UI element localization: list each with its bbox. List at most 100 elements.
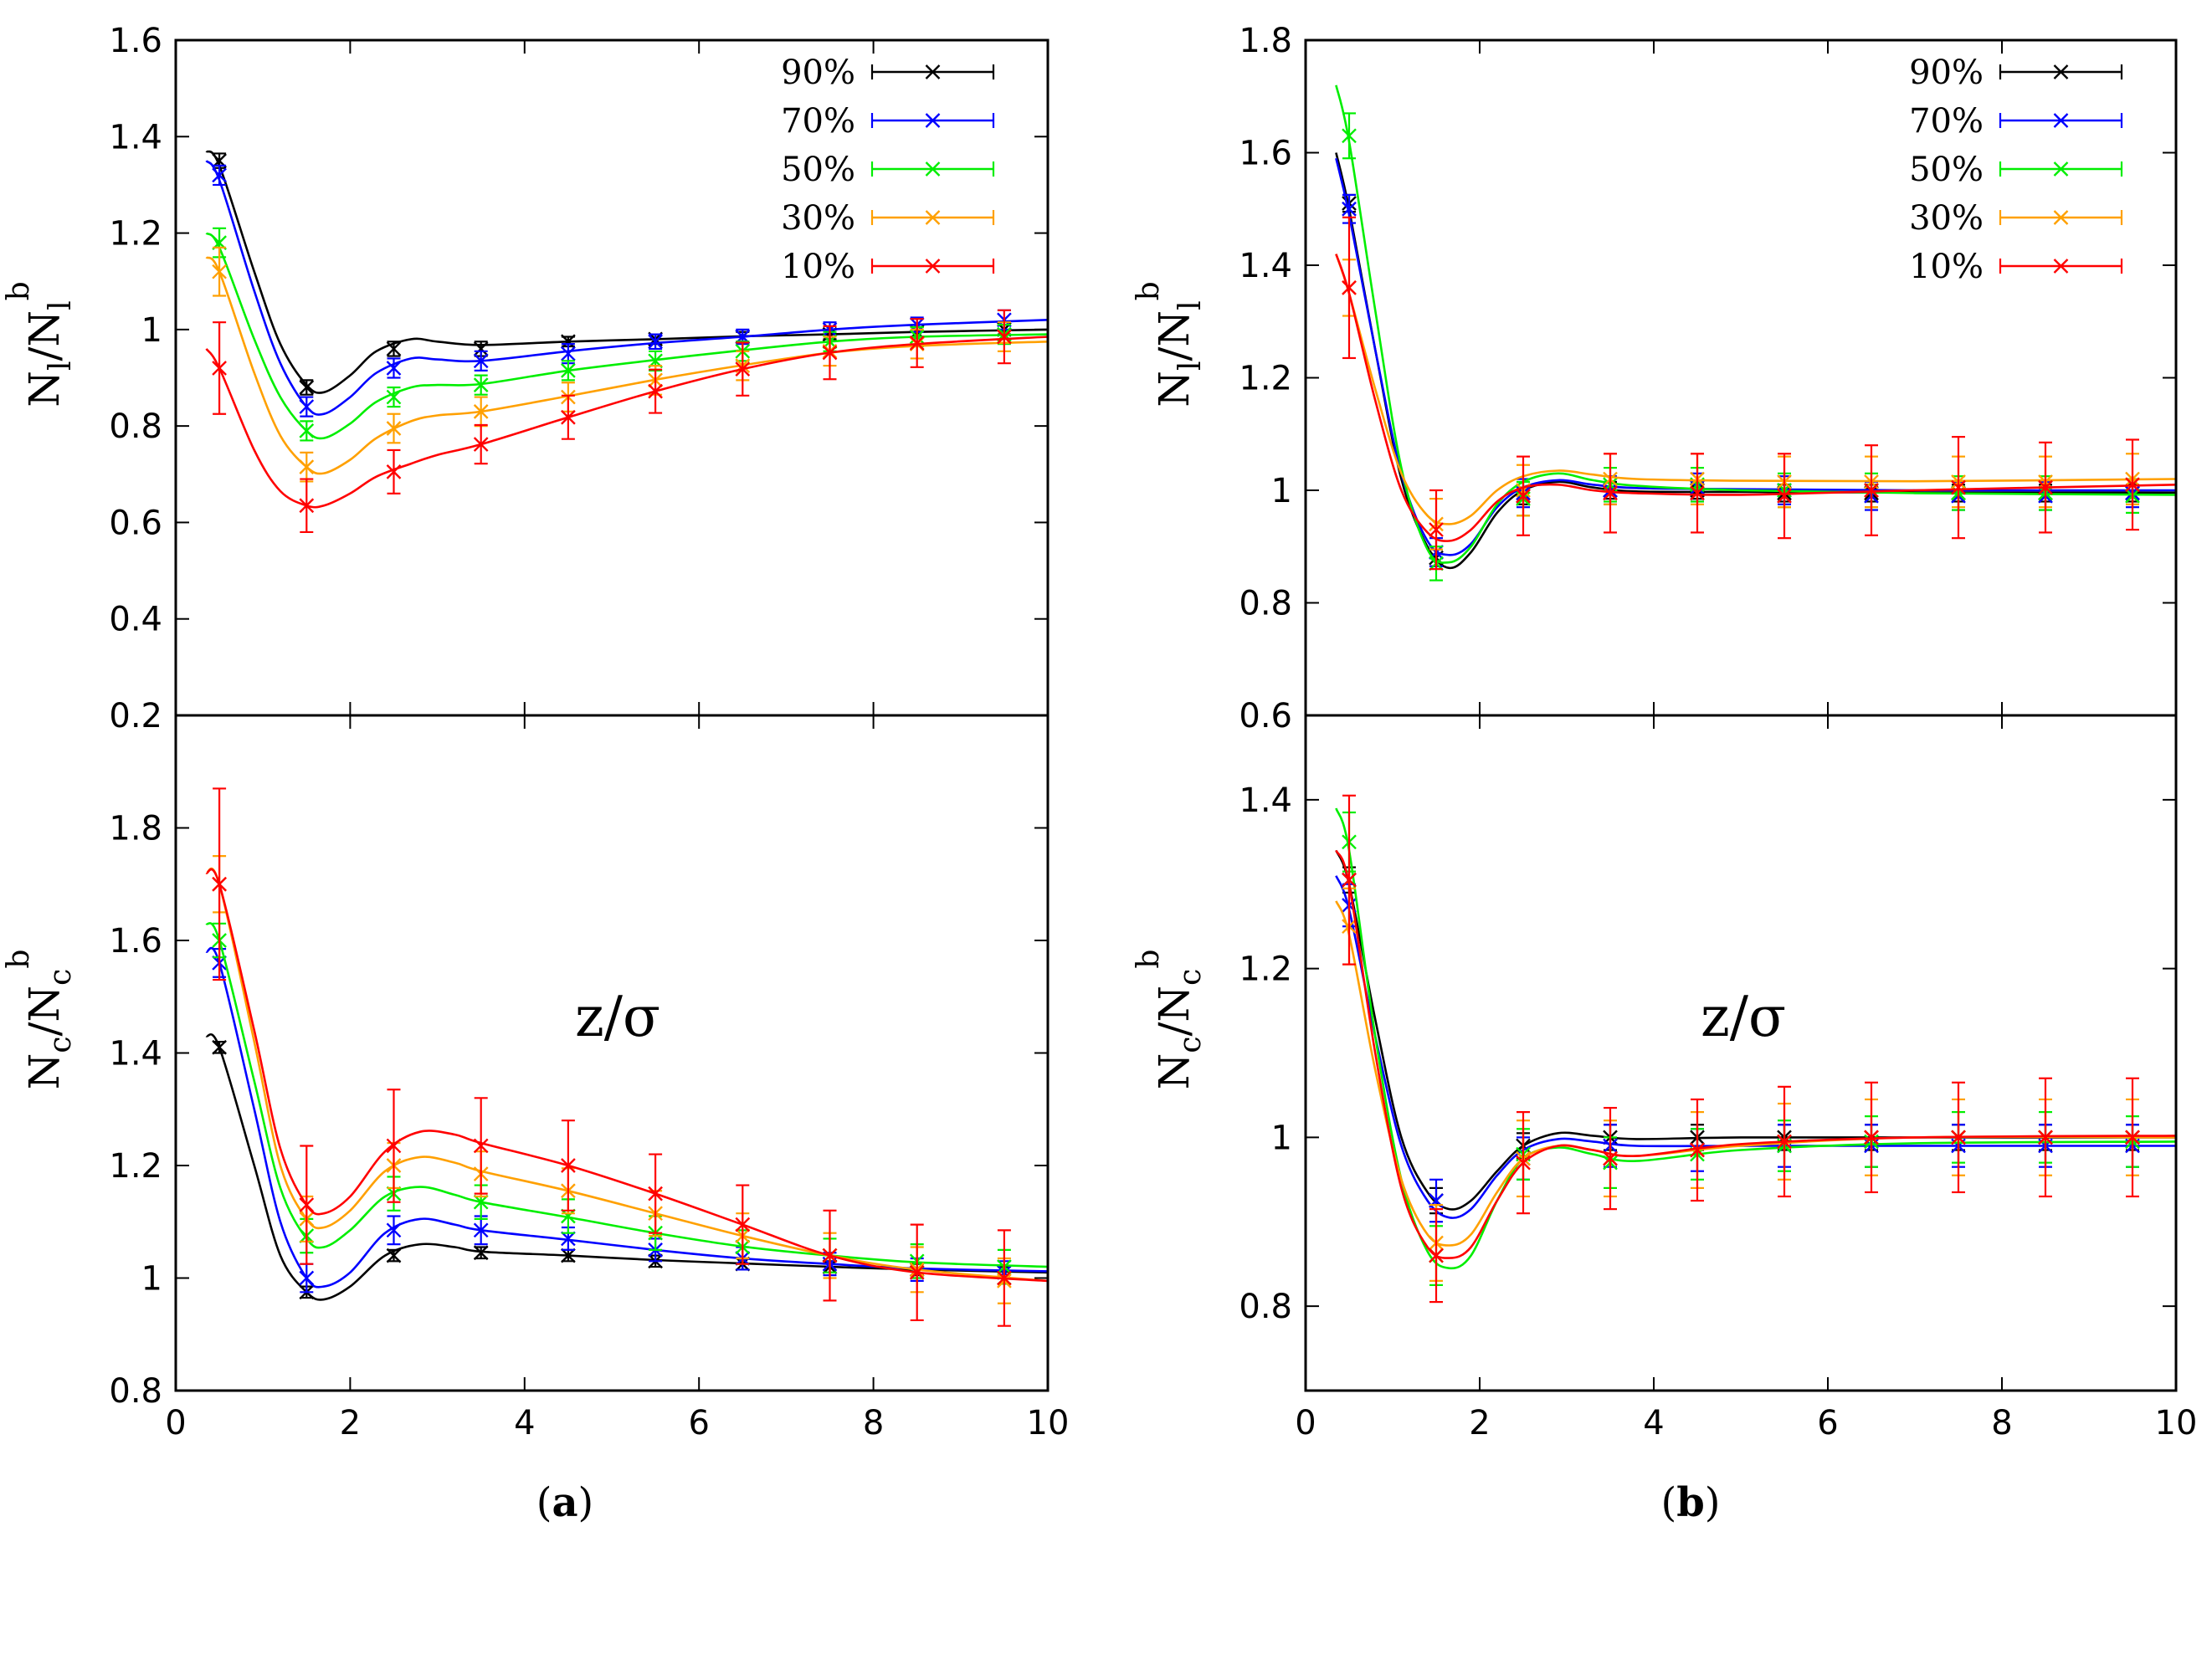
- b-bottom-y-axis-label: Nc/Ncb: [1132, 950, 1208, 1090]
- data-point-marker: [822, 345, 838, 361]
- b-bottom-series-layer: [1335, 794, 2176, 1304]
- data-point-marker: [909, 1264, 925, 1280]
- panel-label-a-close: ): [578, 1479, 594, 1526]
- data-point-marker: [473, 1138, 489, 1154]
- data-point-marker: [561, 1248, 576, 1263]
- ylabel-sup: b: [1132, 950, 1166, 969]
- data-point-marker: [735, 361, 751, 377]
- data-point-marker: [473, 341, 489, 356]
- b-top-ytick-label: 1.4: [1239, 247, 1292, 285]
- ylabel-sub2: c: [1173, 969, 1208, 986]
- ylabel-sub: l: [44, 361, 78, 371]
- panel-label-a-open: (: [536, 1479, 552, 1526]
- x-axis-label-a: z/σ: [575, 985, 660, 1049]
- a-top-legend: 90% 70% 50% 30% 10%: [781, 54, 995, 286]
- a-bottom-ytick-label: 1: [141, 1260, 162, 1299]
- data-point-marker: [1690, 485, 1705, 501]
- panel-label-b-open: (: [1660, 1479, 1676, 1526]
- data-point-marker: [997, 1270, 1012, 1286]
- legend-label: 90%: [781, 54, 855, 92]
- data-point-marker: [299, 1270, 315, 1286]
- a-bottom-ytick-label: 1.4: [109, 1035, 162, 1073]
- data-point-marker: [2125, 477, 2140, 493]
- series-line: [1335, 254, 2176, 525]
- panel-label-a: (a): [536, 1479, 594, 1526]
- data-point-marker: [2125, 1130, 2140, 1145]
- legend-label: 50%: [1909, 151, 1984, 189]
- a-bottom-xtick-label: 4: [514, 1404, 535, 1442]
- legend-marker: [2053, 161, 2069, 177]
- b-top-series-layer: [1335, 85, 2176, 582]
- data-point-marker: [909, 336, 925, 351]
- b-bottom-xtick-label: 10: [2155, 1404, 2198, 1442]
- x-axis-label-b: z/σ: [1701, 985, 1786, 1049]
- legend-label: 10%: [781, 248, 855, 286]
- data-point-marker: [299, 399, 315, 414]
- data-point-marker: [561, 1231, 576, 1247]
- legend-marker: [2053, 64, 2069, 79]
- b-top-ytick-label: 1.2: [1239, 360, 1292, 398]
- data-point-marker: [648, 1186, 663, 1201]
- b-bottom-ytick-label: 1: [1271, 1119, 1292, 1157]
- data-point-marker: [1690, 1142, 1705, 1158]
- a-bottom-y-axis-label: Nc/Ncb: [2, 950, 78, 1090]
- b-bottom-frame: [1304, 714, 2178, 1392]
- data-point-marker: [212, 876, 227, 892]
- a-bottom-xtick-label: 8: [863, 1404, 884, 1442]
- data-point-marker: [1951, 1130, 1966, 1145]
- b-bottom-ytick-label: 0.8: [1239, 1288, 1292, 1326]
- data-point-marker: [1777, 488, 1792, 504]
- data-point-marker: [561, 346, 576, 361]
- data-point-marker: [473, 1222, 489, 1238]
- a-top-series-10pct: [205, 309, 1048, 534]
- data-point-marker: [1342, 201, 1357, 217]
- data-point-marker: [473, 1245, 489, 1261]
- chart-a-top: 0.20.40.60.811.21.41.6Nl/Nlb90%70%50%30%…: [2, 22, 1050, 735]
- data-point-marker: [473, 353, 489, 369]
- a-top-ytick-label: 1.2: [109, 215, 162, 254]
- data-point-marker: [1429, 522, 1444, 537]
- b-bottom-ytick-label: 1.2: [1239, 950, 1292, 989]
- data-point-marker: [2038, 1130, 2053, 1145]
- legend-item-70pct: 70%: [1909, 102, 2123, 141]
- ylabel-slash: /N: [20, 986, 69, 1037]
- legend-item-70pct: 70%: [781, 102, 995, 141]
- series-line: [1335, 85, 2176, 564]
- series-line: [205, 946, 1048, 1289]
- b-top-y-axis-label: Nl/Nlb: [1132, 281, 1208, 407]
- data-point-marker: [561, 1158, 576, 1173]
- series-line: [1335, 849, 2176, 1259]
- data-point-marker: [212, 167, 227, 183]
- legend-item-50pct: 50%: [781, 151, 995, 189]
- b-bottom-xtick-label: 8: [1991, 1404, 2012, 1442]
- data-point-marker: [386, 1248, 402, 1263]
- data-point-marker: [1429, 1248, 1444, 1263]
- b-top-ytick-label: 1.8: [1239, 22, 1292, 60]
- a-bottom-ytick-label: 0.8: [109, 1372, 162, 1411]
- a-top-y-axis-label: Nl/Nlb: [2, 281, 78, 407]
- data-point-marker: [1342, 872, 1357, 888]
- data-point-marker: [299, 1197, 315, 1212]
- data-point-marker: [473, 404, 489, 419]
- legend-marker: [925, 161, 941, 177]
- b-top-legend: 90% 70% 50% 30% 10%: [1909, 54, 2123, 286]
- a-bottom-ytick-label: 1.2: [109, 1147, 162, 1186]
- data-point-marker: [1951, 479, 1966, 495]
- data-point-marker: [386, 361, 402, 376]
- legend-marker: [925, 64, 941, 79]
- ylabel-main: N: [1150, 371, 1198, 407]
- ylabel-sub: c: [44, 1036, 78, 1053]
- b-top-ytick-label: 1.6: [1239, 135, 1292, 173]
- data-point-marker: [212, 361, 227, 376]
- ylabel-main: N: [1150, 1053, 1198, 1090]
- ylabel-sup: b: [1132, 281, 1166, 300]
- a-bottom-ytick-label: 1.8: [109, 810, 162, 848]
- data-point-marker: [561, 334, 576, 350]
- data-point-marker: [299, 380, 315, 395]
- data-point-marker: [2038, 479, 2053, 495]
- legend-item-90pct: 90%: [781, 54, 995, 92]
- ylabel-slash: /N: [20, 310, 69, 361]
- panel-label-b: (b): [1660, 1479, 1720, 1526]
- legend-label: 70%: [781, 102, 855, 141]
